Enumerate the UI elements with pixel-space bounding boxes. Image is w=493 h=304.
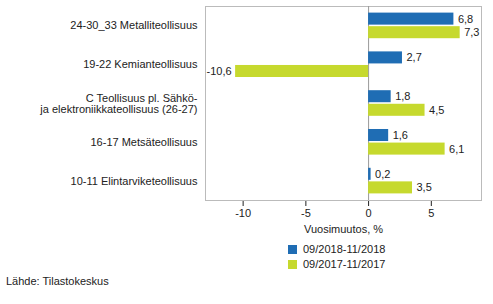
html-text:09/2017-11/2017: 09/2017-11/2017 — [303, 258, 386, 270]
svg-text:5: 5 — [428, 207, 434, 219]
svg-text:10-11 Elintarviketeollisuus: 10-11 Elintarviketeollisuus — [71, 175, 198, 187]
svg-text:7,3: 7,3 — [464, 26, 479, 38]
svg-text:-10: -10 — [235, 207, 251, 219]
svg-text:0: 0 — [366, 207, 372, 219]
svg-text:Vuosimuutos, %: Vuosimuutos, % — [304, 223, 383, 235]
svg-text:0,2: 0,2 — [375, 168, 390, 180]
svg-text:4,5: 4,5 — [429, 104, 444, 116]
svg-text:19-22 Kemianteollisuus: 19-22 Kemianteollisuus — [83, 58, 198, 70]
svg-text:-10,6: -10,6 — [207, 65, 232, 77]
svg-text:6,1: 6,1 — [449, 143, 464, 155]
html-text:09/2018-11/2018: 09/2018-11/2018 — [303, 243, 386, 255]
svg-text:1,8: 1,8 — [395, 90, 410, 102]
html-text:Lähde: Tilastokeskus: Lähde: Tilastokeskus — [6, 275, 109, 287]
svg-text:24-30_33 Metalliteollisuus: 24-30_33 Metalliteollisuus — [70, 19, 198, 31]
svg-text:16-17 Metsäteollisuus: 16-17 Metsäteollisuus — [90, 136, 198, 148]
svg-text:6,8: 6,8 — [458, 13, 473, 25]
svg-text:2,7: 2,7 — [406, 51, 421, 63]
svg-text:C Teollisuus pl. Sähkö-ja elek: C Teollisuus pl. Sähkö-ja elektroniikkat… — [39, 92, 197, 115]
svg-text:1,6: 1,6 — [393, 129, 408, 141]
svg-text:3,5: 3,5 — [417, 181, 432, 193]
svg-text:-5: -5 — [301, 207, 311, 219]
